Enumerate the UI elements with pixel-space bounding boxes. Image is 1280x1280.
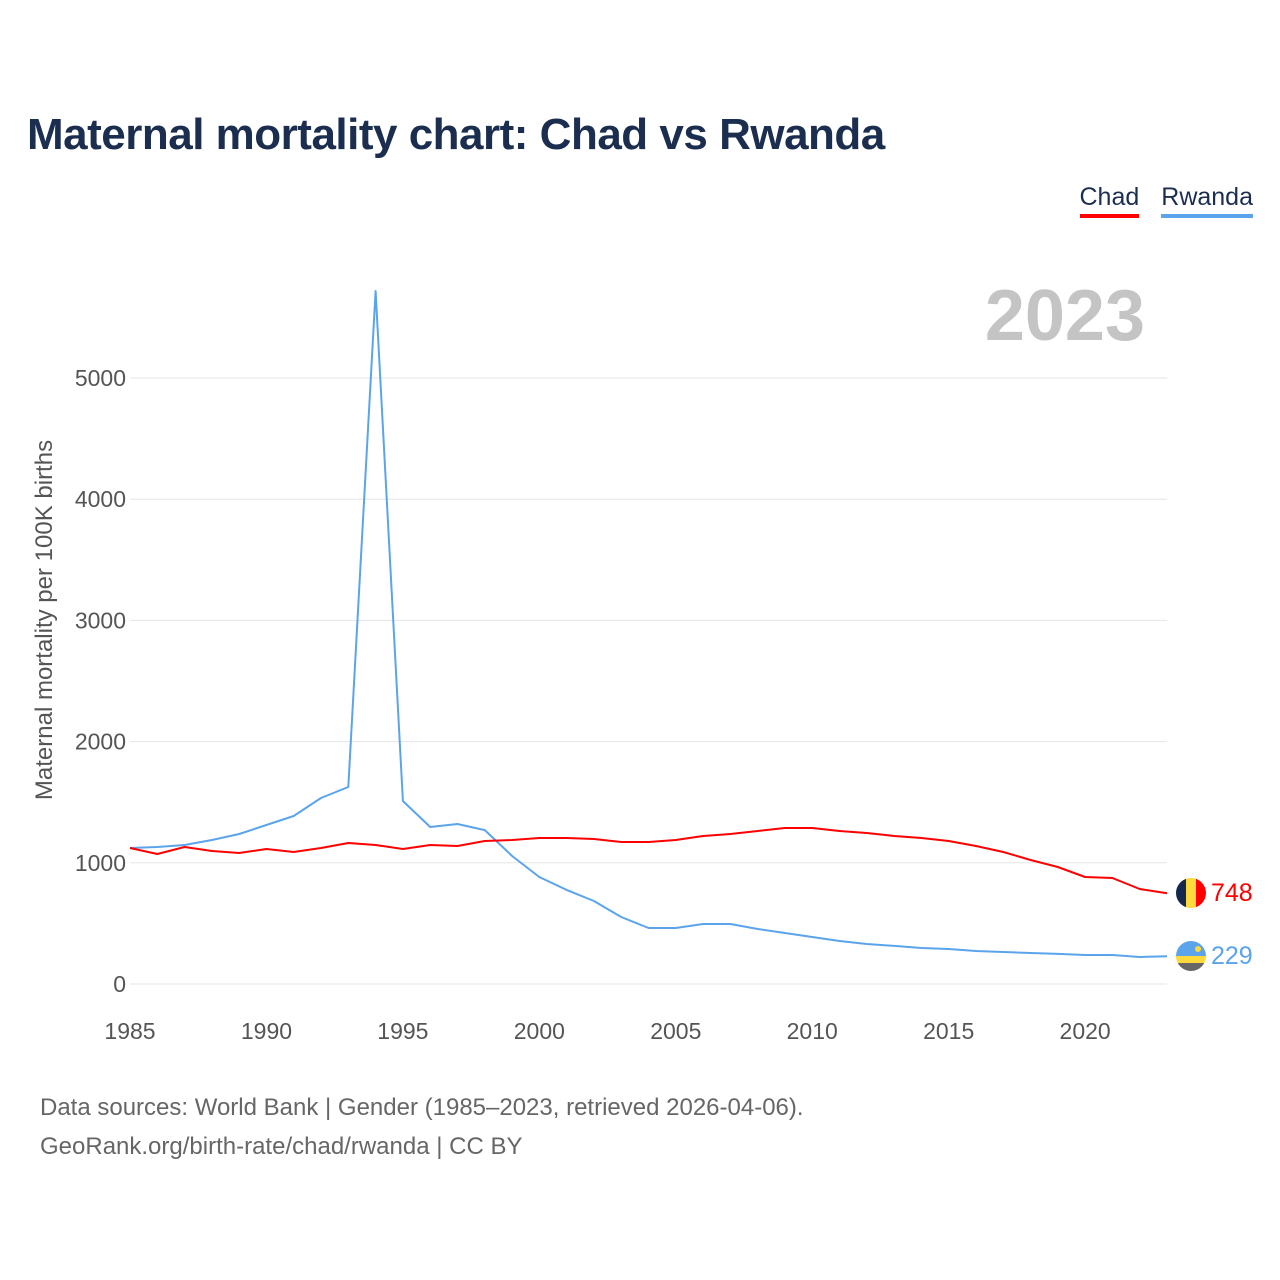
x-tick-label: 1985 [104,1018,155,1044]
source-line-1: Data sources: World Bank | Gender (1985–… [40,1094,804,1121]
x-tick-label: 2005 [650,1018,701,1044]
chad-flag-icon [1176,878,1206,908]
x-tick-label: 2010 [787,1018,838,1044]
rwanda-end-label: 229 [1211,942,1253,970]
year-watermark: 2023 [985,276,1145,356]
x-tick-label: 1995 [377,1018,428,1044]
y-tick-label: 2000 [75,729,126,755]
series-line-rwanda [129,290,1168,958]
series-line-chad [129,827,1168,895]
source-line-2[interactable]: GeoRank.org/birth-rate/chad/rwanda | CC … [40,1133,523,1160]
legend: Chad Rwanda [1079,183,1253,218]
y-tick-label: 3000 [75,607,126,633]
y-tick-label: 5000 [75,365,126,391]
y-tick-label: 4000 [75,486,126,512]
legend-chad[interactable]: Chad [1079,183,1140,218]
chart-title: Maternal mortality chart: Chad vs Rwanda [27,110,885,159]
y-tick-label: 1000 [75,850,126,876]
legend-rwanda[interactable]: Rwanda [1161,183,1253,218]
source-note: Data sources: World Bank | Gender (1985–… [40,1088,804,1166]
x-tick-label: 2000 [514,1018,565,1044]
rwanda-flag-icon [1176,941,1206,971]
y-tick-label: 0 [113,971,126,997]
chad-end-label: 748 [1211,879,1253,907]
x-tick-label: 2020 [1060,1018,1111,1044]
x-tick-label: 2015 [923,1018,974,1044]
y-axis-label: Maternal mortality per 100K births [31,440,58,800]
x-tick-label: 1990 [241,1018,292,1044]
